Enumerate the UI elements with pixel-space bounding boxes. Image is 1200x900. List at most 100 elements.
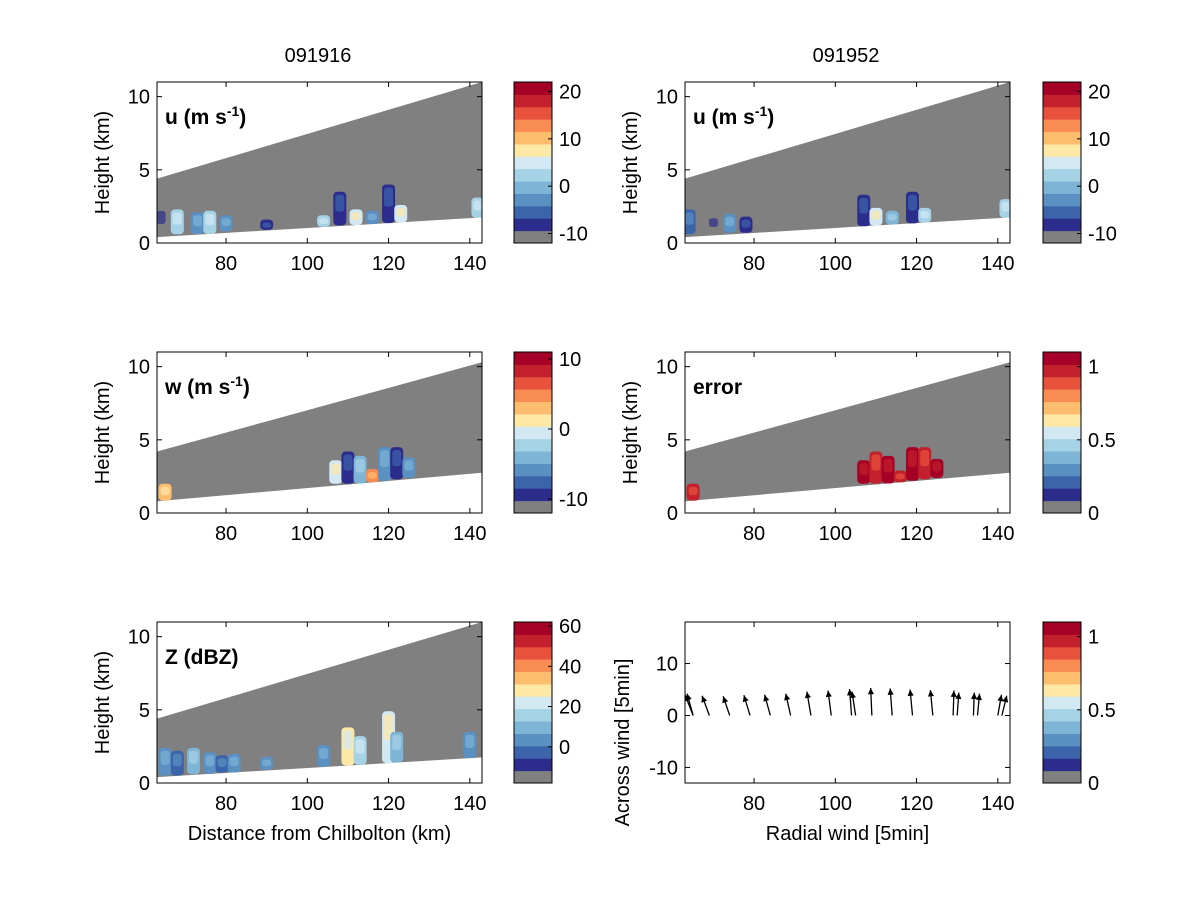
echo-core (367, 472, 377, 479)
arrow-head (784, 693, 791, 701)
echo-core (741, 219, 751, 228)
colorbar-swatch (514, 659, 552, 673)
y-tick-label: 0 (667, 503, 678, 525)
echo-core (172, 753, 182, 767)
colorbar-swatch (1043, 230, 1081, 244)
colorbar-swatch (1043, 82, 1081, 95)
colorbar-swatch (514, 230, 552, 244)
colorbar-tick-label: 10 (1088, 129, 1110, 151)
colorbar-swatch (514, 671, 552, 685)
echo-core (725, 216, 735, 227)
colorbar-tick-label: -10 (1088, 224, 1117, 246)
arrow-head (927, 690, 935, 697)
column-title-right: 091952 (813, 45, 880, 67)
colorbar-swatch (514, 364, 552, 378)
y-tick-label: 10 (656, 87, 678, 109)
colorbar-swatch (1043, 401, 1081, 415)
radar-mask (157, 82, 482, 238)
colorbar-tick-label: 20 (559, 81, 581, 103)
x-tick-label: 140 (981, 793, 1014, 815)
wind-arrow (1001, 695, 1009, 716)
panel-annotation: u (m s-1) (165, 103, 246, 129)
x-tick-label: 100 (819, 253, 852, 275)
y-tick-label: 5 (139, 430, 150, 452)
panel-Z: Z (dBZ) 80 100 120 140 0 5 10 Height (km) Distanc… (92, 616, 581, 845)
colorbar-swatch (1043, 659, 1081, 673)
echo-core (685, 212, 694, 225)
wind-arrow (950, 690, 957, 716)
x-tick-label: 140 (453, 253, 486, 275)
echo-core (688, 486, 698, 496)
y-tick-label: 5 (139, 160, 150, 182)
colorbar-swatch (514, 708, 552, 722)
y-tick-label: 0 (139, 503, 150, 525)
colorbar-tick-label: 60 (559, 616, 581, 638)
x-tick-label: 80 (743, 523, 765, 545)
arrow-head (849, 691, 856, 699)
echo-core (172, 212, 182, 225)
colorbar-swatch (1043, 696, 1081, 710)
colorbar: 10.50 (1042, 351, 1116, 525)
echo-core (384, 187, 394, 207)
radar-coverage (157, 622, 482, 778)
wind-arrow (784, 693, 792, 716)
arrow-head (685, 693, 692, 701)
echo-core (859, 463, 869, 476)
echo-core (229, 756, 239, 767)
arrow-head (887, 688, 894, 695)
y-tick-label: 10 (128, 87, 150, 109)
colorbar-swatch (1043, 634, 1081, 648)
colorbar-swatch (514, 352, 552, 365)
colorbar-swatch (1043, 671, 1081, 685)
echo-core (319, 747, 329, 759)
echo-core (392, 450, 402, 467)
echo-core (473, 200, 482, 211)
colorbar-swatch (1043, 745, 1081, 759)
y-tick-label: 10 (656, 654, 678, 676)
colorbar-swatch (1043, 708, 1081, 722)
colorbar-tick-label: 10 (559, 129, 581, 151)
colorbar-swatch (514, 376, 552, 390)
colorbar-tick-label: 1 (1088, 357, 1099, 379)
radar-coverage (157, 362, 482, 502)
colorbar: 20 10 0 -10 (513, 81, 588, 246)
colorbar-tick-label: 0 (1088, 503, 1099, 525)
colorbar-swatch (514, 413, 552, 427)
y-axis-label: Height (km) (620, 381, 642, 484)
x-tick-label: 100 (819, 523, 852, 545)
colorbar-swatch (1043, 352, 1081, 365)
x-tick-label: 120 (900, 523, 933, 545)
x-tick-label: 120 (900, 253, 933, 275)
echo-core (404, 460, 414, 471)
echo-core (380, 450, 389, 467)
colorbar: 60 40 20 0 (513, 616, 581, 784)
colorbar-swatch (1043, 438, 1081, 452)
colorbar-swatch (514, 426, 552, 440)
axes-frame (684, 351, 1011, 514)
axes-frame (156, 621, 483, 784)
colorbar-swatch (514, 389, 552, 403)
colorbar-swatch (1043, 758, 1081, 772)
colorbar-tick-label: 0 (559, 176, 570, 198)
wind-arrow (887, 688, 894, 716)
colorbar-frame (1042, 621, 1082, 784)
arrow-head (825, 690, 832, 698)
colorbar-swatch (514, 500, 552, 514)
colorbar-swatch (514, 758, 552, 772)
echo-core (396, 207, 406, 217)
echo-core (920, 450, 930, 467)
x-tick-label: 100 (291, 793, 324, 815)
colorbar-swatch (514, 622, 552, 635)
colorbar-tick-label: 10 (559, 349, 581, 371)
echo-core (157, 210, 166, 225)
x-axis-label: Distance from Chilbolton (km) (188, 823, 451, 845)
colorbar-swatch (1043, 168, 1081, 182)
colorbar-tick-label: 1 (1088, 627, 1099, 649)
colorbar-tick-label: 20 (1088, 81, 1110, 103)
wind-arrow (701, 695, 710, 716)
colorbar-swatch (1043, 500, 1081, 514)
colorbar-swatch (1043, 413, 1081, 427)
colorbar-frame (513, 621, 553, 784)
